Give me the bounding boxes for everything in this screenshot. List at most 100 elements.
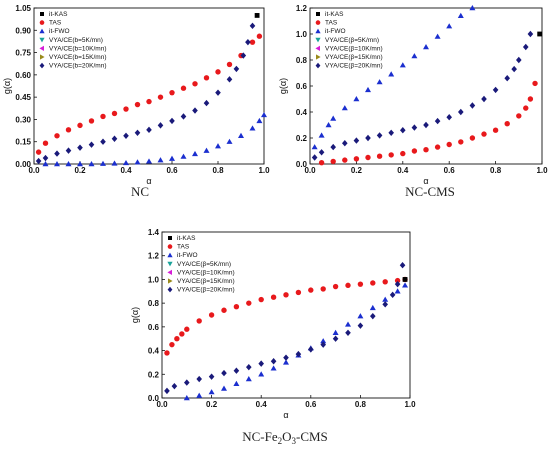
data-point-tas-17: [226, 61, 233, 68]
legend-marker: [40, 12, 44, 16]
data-point-vya-ce-20k-mn--10: [283, 354, 289, 361]
data-point-vya-ce-b-20k-mn--2: [54, 150, 60, 157]
data-point-vya-ce-b-20k-mn--1: [42, 154, 49, 162]
data-point-it-fwo-3: [330, 115, 337, 121]
legend-entry: VYA/CE(β=10K/mn): [325, 45, 383, 52]
data-point-vya-ce-20k-mn--16: [357, 322, 364, 329]
data-point-it-fwo-6: [111, 160, 118, 166]
data-point-it-fwo-2: [208, 389, 215, 395]
data-point-vya-ce-20k-mn--11: [434, 117, 441, 125]
data-point-it-fwo-5: [245, 376, 252, 382]
y-tick-label: 0.6: [296, 82, 308, 91]
data-point-it-fwo-13: [446, 23, 453, 29]
data-point-it-fwo-7: [123, 159, 129, 166]
data-point-vya-ce-20k-mn--1: [171, 382, 178, 390]
data-point-it-fwo-15: [469, 5, 476, 11]
data-point-tas-2: [54, 133, 60, 139]
data-point-it-fwo-0: [311, 144, 318, 150]
data-point-it-fwo-12: [332, 329, 339, 335]
data-point-tas-2: [174, 336, 180, 342]
data-point-tas-4: [77, 122, 83, 129]
y-tick-label: 0.2: [296, 134, 308, 143]
data-point-tas-20: [532, 80, 538, 87]
legend-marker: [315, 37, 321, 43]
y-tick-label: 0.8: [148, 299, 160, 308]
data-point-vya-ce-20k-mn--14: [332, 335, 339, 342]
data-point-vya-ce-20k-mn--21: [399, 262, 406, 269]
data-point-vya-ce-b-20k-mn--9: [134, 129, 141, 136]
data-point-tas-5: [88, 118, 95, 124]
data-point-vya-ce-b-20k-mn--5: [88, 141, 95, 148]
data-point-it-fwo-4: [233, 380, 240, 386]
data-point-tas-11: [270, 294, 277, 300]
data-point-it-fwo-3: [221, 385, 227, 391]
data-point-vya-ce-20k-mn--10: [423, 121, 429, 129]
data-point-it-fwo-18: [402, 282, 409, 288]
legend-entry: it-FWO: [49, 28, 70, 35]
legend-entry: VYA/CE(β=15K/mn): [325, 54, 383, 61]
legend-entry: VYA/CE(β=10K/mn): [177, 269, 235, 276]
data-point-tas-9: [246, 300, 252, 306]
data-point-tas-1: [169, 341, 175, 348]
y-tick-label: 1.05: [15, 4, 31, 13]
legend-entry: VYA/CE(b=5K/mn): [49, 37, 103, 44]
data-point-it-fwo-3: [77, 161, 83, 167]
data-point-it-fwo-2: [65, 161, 72, 167]
data-point-it-fwo-11: [423, 44, 429, 50]
data-point-tas-3: [179, 331, 185, 337]
data-point-it-fwo-16: [226, 138, 233, 144]
data-point-vya-ce-b-20k-mn--6: [100, 138, 106, 145]
x-tick-label: 0.6: [166, 166, 178, 175]
data-point-it-fwo-1: [196, 392, 203, 398]
data-point-tas-3: [353, 156, 360, 162]
data-point-tas-10: [434, 144, 441, 150]
data-point-vya-ce-b-20k-mn--15: [203, 99, 210, 107]
legend-marker: [315, 62, 321, 69]
y-tick-label: 1.0: [296, 30, 308, 39]
y-tick-label: 1.4: [148, 228, 160, 237]
data-point-it-fwo-14: [203, 147, 210, 153]
y-tick-label: 0.60: [15, 71, 31, 80]
x-tick-label: 1.0: [404, 400, 416, 409]
data-point-tas-18: [523, 105, 529, 111]
data-point-tas-2: [342, 157, 348, 163]
data-point-tas-4: [184, 326, 190, 332]
data-point-vya-ce-20k-mn--21: [527, 30, 534, 38]
data-point-tas-15: [320, 286, 326, 292]
y-tick-label: 0.30: [15, 115, 31, 124]
data-point-vya-ce-b-20k-mn--10: [146, 126, 152, 134]
legend-entry: it-FWO: [177, 252, 198, 259]
legend-marker: [168, 278, 173, 284]
data-point-vya-ce-20k-mn--2: [184, 379, 190, 386]
y-axis-label: g(α): [278, 78, 288, 94]
data-point-it-fwo-12: [434, 33, 441, 39]
x-tick-label: 0.6: [444, 166, 456, 175]
x-tick-label: 0.4: [256, 400, 268, 409]
data-point-it-kas-0: [402, 277, 408, 282]
data-point-vya-ce-20k-mn--0: [311, 154, 318, 161]
data-point-vya-ce-b-20k-mn--7: [111, 135, 118, 142]
data-point-tas-7: [221, 307, 227, 313]
data-point-vya-ce-20k-mn--9: [411, 124, 418, 131]
data-point-tas-18: [357, 281, 364, 287]
legend-entry: TAS: [49, 20, 62, 27]
data-point-tas-9: [134, 101, 141, 108]
data-point-vya-ce-20k-mn--15: [481, 95, 487, 103]
data-point-tas-16: [215, 69, 221, 75]
data-point-it-fwo-12: [180, 153, 187, 159]
data-point-vya-ce-20k-mn--20: [522, 43, 529, 51]
data-point-tas-16: [504, 121, 510, 127]
chart-panel-nc: 0.0 0.2 0.4 0.6 0.8 1.0 0.00 0.15 0.30 0.45 0.60 0.…: [2, 4, 270, 199]
data-point-it-fwo-8: [134, 159, 141, 165]
data-point-vya-ce-b-20k-mn--21: [249, 22, 256, 30]
data-point-vya-ce-b-20k-mn--11: [157, 122, 164, 129]
data-point-vya-ce-20k-mn--3: [342, 140, 348, 147]
data-point-vya-ce-20k-mn--12: [446, 114, 452, 121]
x-tick-label: 0.6: [305, 400, 317, 409]
data-point-it-fwo-0: [183, 395, 190, 401]
data-point-it-kas-0: [254, 13, 260, 18]
x-tick-label: 1.0: [536, 166, 548, 175]
data-point-tas-10: [258, 296, 264, 303]
data-point-vya-ce-b-20k-mn--17: [226, 76, 233, 83]
x-tick-label: 0.0: [156, 400, 168, 409]
